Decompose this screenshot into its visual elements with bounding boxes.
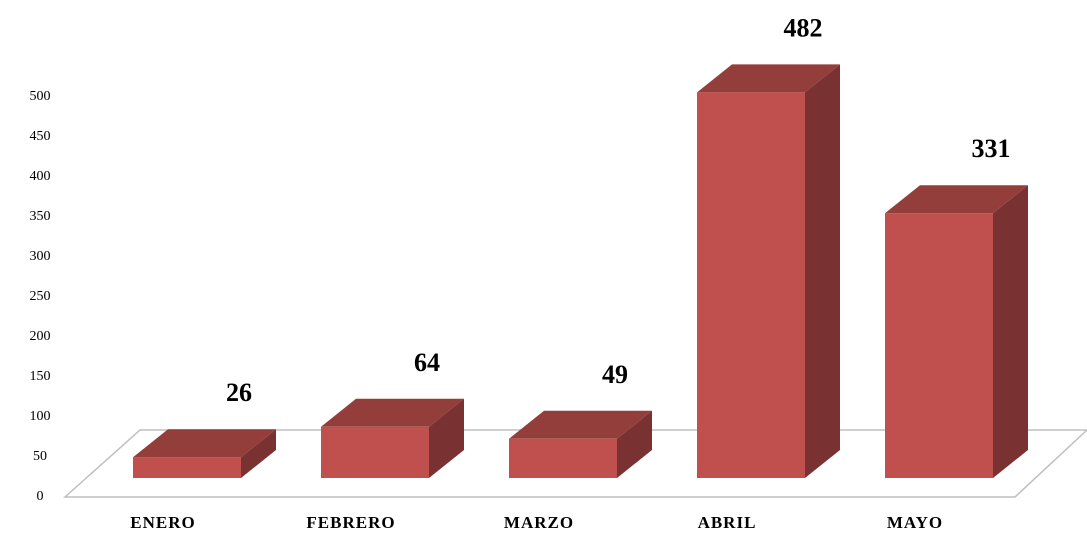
y-tick-label: 100	[30, 409, 51, 424]
bar	[321, 426, 429, 478]
y-tick-label: 350	[30, 209, 51, 224]
y-tick-label: 0	[37, 489, 44, 504]
value-label: 482	[784, 13, 823, 42]
bar-top	[509, 410, 652, 439]
y-tick-label: 400	[30, 169, 51, 184]
value-label: 331	[972, 134, 1011, 163]
bar-side	[429, 398, 464, 478]
bar-top	[697, 64, 840, 93]
value-label: 64	[414, 348, 440, 377]
y-tick-label: 200	[30, 329, 51, 344]
bar-side	[617, 410, 652, 478]
x-tick-label: MARZO	[504, 513, 574, 532]
value-label: 49	[602, 360, 628, 389]
y-tick-label: 50	[33, 449, 47, 464]
bar-top	[321, 398, 464, 427]
y-tick-label: 500	[30, 89, 51, 104]
bar	[509, 438, 617, 478]
bar-top	[885, 185, 1028, 214]
y-tick-label: 300	[30, 249, 51, 264]
bar	[133, 457, 241, 478]
x-tick-label: FEBRERO	[306, 513, 395, 532]
bar-side	[993, 185, 1028, 478]
bar-side	[241, 429, 276, 478]
y-tick-label: 250	[30, 289, 51, 304]
x-tick-label: ABRIL	[698, 513, 757, 532]
x-tick-label: MAYO	[887, 513, 943, 532]
y-tick-label: 450	[30, 129, 51, 144]
bar	[697, 92, 805, 479]
x-tick-label: ENERO	[130, 513, 195, 532]
bar	[885, 213, 993, 478]
bar-top	[133, 429, 276, 458]
y-tick-label: 150	[30, 369, 51, 384]
bar-side	[805, 64, 840, 479]
value-label: 26	[226, 378, 252, 407]
